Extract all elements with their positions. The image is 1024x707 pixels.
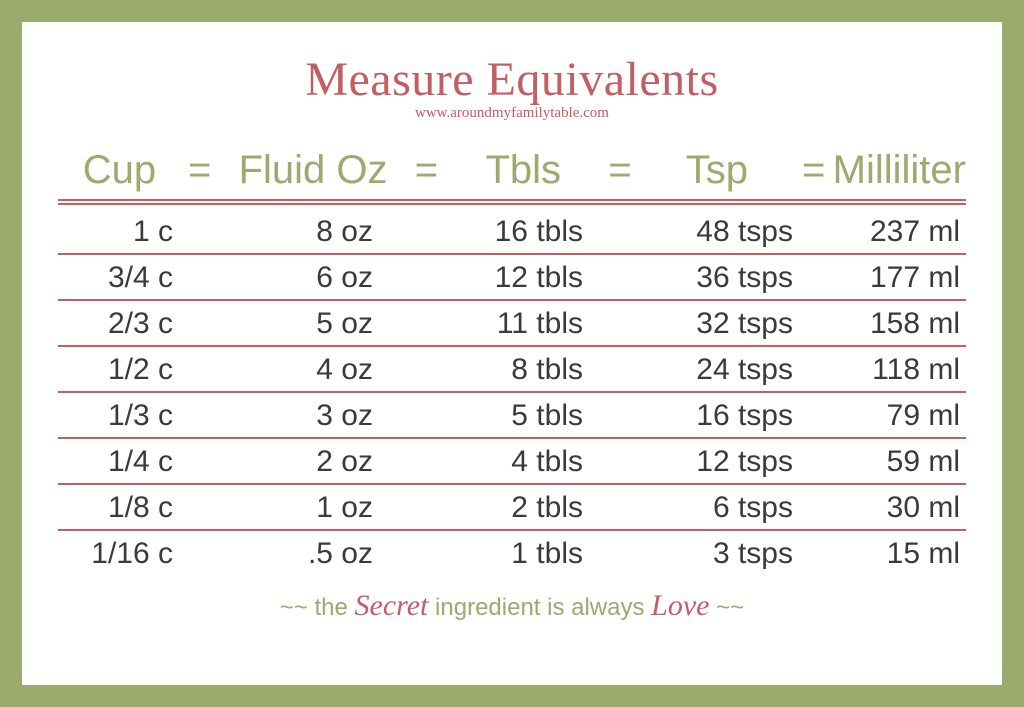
cell-ml: 158 ml (793, 307, 966, 341)
footer-mid: ingredient is always (428, 594, 651, 621)
cell-oz: 4 oz (173, 353, 373, 387)
cell-cup: 1/2 c (58, 353, 173, 387)
cell-ml: 177 ml (793, 261, 966, 295)
separator: = (181, 148, 219, 193)
cell-ml: 15 ml (793, 537, 966, 571)
cell-oz: 5 oz (173, 307, 373, 341)
cell-tsp: 6 tsps (583, 491, 793, 525)
page-title: Measure Equivalents (58, 52, 966, 107)
footer-suffix: ~~ (709, 594, 744, 621)
cell-cup: 1/3 c (58, 399, 173, 433)
table-row: 1/2 c4 oz8 tbls24 tsps118 ml (58, 347, 966, 393)
cell-tsp: 36 tsps (583, 261, 793, 295)
cell-tbls: 11 tbls (373, 307, 583, 341)
table-body: 1 c8 oz16 tbls48 tsps237 ml3/4 c6 oz12 t… (58, 209, 966, 575)
table-row: 1/4 c2 oz4 tbls12 tsps59 ml (58, 439, 966, 485)
footer-tagline: ~~ the Secret ingredient is always Love … (58, 589, 966, 623)
table-row: 1/3 c3 oz5 tbls16 tsps79 ml (58, 393, 966, 439)
card: Measure Equivalents www.aroundmyfamilyta… (22, 22, 1002, 685)
cell-tbls: 4 tbls (373, 445, 583, 479)
separator: = (408, 148, 446, 193)
cell-oz: .5 oz (173, 537, 373, 571)
separator: = (795, 148, 833, 193)
table-row: 2/3 c5 oz11 tbls32 tsps158 ml (58, 301, 966, 347)
table-row: 1/8 c1 oz2 tbls6 tsps30 ml (58, 485, 966, 531)
footer-word-secret: Secret (355, 589, 429, 622)
cell-tbls: 12 tbls (373, 261, 583, 295)
cell-cup: 3/4 c (58, 261, 173, 295)
cell-tsp: 48 tsps (583, 215, 793, 249)
cell-tsp: 16 tsps (583, 399, 793, 433)
table-header: Cup = Fluid Oz = Tbls = Tsp = Milliliter (58, 148, 966, 199)
cell-tsp: 3 tsps (583, 537, 793, 571)
source-url: www.aroundmyfamilytable.com (58, 105, 966, 122)
cell-oz: 3 oz (173, 399, 373, 433)
table-row: 1/16 c.5 oz1 tbls3 tsps15 ml (58, 531, 966, 575)
cell-oz: 6 oz (173, 261, 373, 295)
footer-word-love: Love (651, 589, 709, 622)
col-header-oz: Fluid Oz (219, 148, 408, 193)
separator: = (601, 148, 639, 193)
cell-ml: 237 ml (793, 215, 966, 249)
cell-cup: 1/16 c (58, 537, 173, 571)
cell-ml: 59 ml (793, 445, 966, 479)
cell-ml: 30 ml (793, 491, 966, 525)
cell-tsp: 32 tsps (583, 307, 793, 341)
col-header-ml: Milliliter (833, 148, 966, 193)
footer-prefix: ~~ the (280, 594, 355, 621)
cell-oz: 2 oz (173, 445, 373, 479)
cell-cup: 1/8 c (58, 491, 173, 525)
cell-ml: 118 ml (793, 353, 966, 387)
col-header-tbls: Tbls (445, 148, 601, 193)
cell-tbls: 2 tbls (373, 491, 583, 525)
cell-cup: 2/3 c (58, 307, 173, 341)
cell-cup: 1/4 c (58, 445, 173, 479)
table-row: 1 c8 oz16 tbls48 tsps237 ml (58, 209, 966, 255)
cell-tbls: 8 tbls (373, 353, 583, 387)
cell-tbls: 5 tbls (373, 399, 583, 433)
cell-oz: 1 oz (173, 491, 373, 525)
cell-cup: 1 c (58, 215, 173, 249)
cell-tsp: 12 tsps (583, 445, 793, 479)
col-header-tsp: Tsp (639, 148, 795, 193)
cell-tbls: 1 tbls (373, 537, 583, 571)
col-header-cup: Cup (58, 148, 181, 193)
header-rule (58, 199, 966, 205)
cell-tsp: 24 tsps (583, 353, 793, 387)
cell-oz: 8 oz (173, 215, 373, 249)
cell-ml: 79 ml (793, 399, 966, 433)
cell-tbls: 16 tbls (373, 215, 583, 249)
table-row: 3/4 c6 oz12 tbls36 tsps177 ml (58, 255, 966, 301)
